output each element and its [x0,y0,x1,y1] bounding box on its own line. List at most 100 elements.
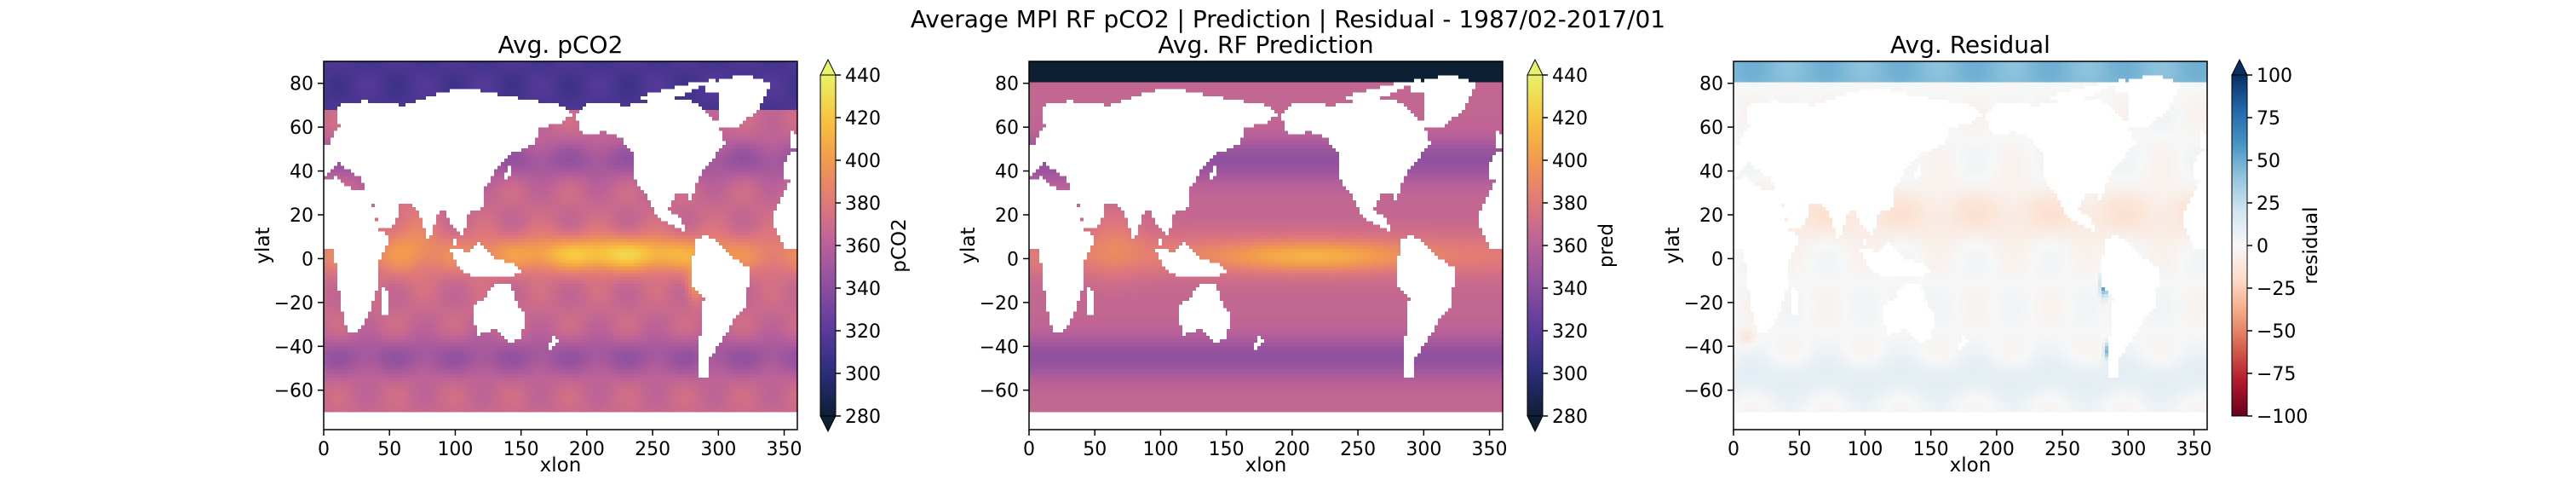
x-tick-label: 250 [2044,439,2080,460]
y-tick-label: 80 [995,74,1019,95]
colorbar-tick-label: 300 [845,364,881,385]
colorbar-tick-label: 420 [845,108,881,130]
colorbar [820,75,836,416]
x-tick-label: 200 [1274,439,1310,460]
x-axis-label: xlon [1245,454,1287,477]
y-tick-label: −60 [1684,381,1723,402]
colorbar-tick-label: 440 [1552,66,1588,87]
colorbar [2232,75,2247,416]
colorbar-tick-label: 280 [1552,407,1588,428]
colorbar-tick-label: 50 [2257,151,2280,172]
x-tick-label: 150 [503,439,539,460]
colorbar-tick-label: −100 [2257,407,2308,428]
figure-suptitle: Average MPI RF pCO2 | Prediction | Resid… [911,5,1665,33]
colorbar-extend-max [819,58,837,76]
x-tick-label: 50 [1787,439,1811,460]
heatmap-raster [1734,61,2207,430]
colorbar-tick-label: 280 [845,407,881,428]
colorbar-tick-label: 0 [2257,236,2268,257]
y-tick-label: 20 [995,205,1019,227]
x-tick-label: 300 [2110,439,2146,460]
x-tick-label: 250 [635,439,670,460]
colorbar-tick-label: 300 [1552,364,1588,385]
colorbar-extend-max [2231,58,2248,76]
colorbar-label: residual [2300,206,2322,284]
x-tick-label: 300 [1406,439,1441,460]
x-tick-label: 150 [1209,439,1245,460]
colorbar-tick-label: 400 [845,151,881,172]
y-tick-label: −20 [980,293,1019,315]
x-tick-label: 50 [377,439,401,460]
plot-frame [1733,61,2208,430]
heatmap-raster [324,61,797,430]
x-tick-label: 350 [1472,439,1508,460]
y-tick-label: 0 [302,249,313,270]
colorbar [1527,75,1543,416]
x-tick-label: 0 [318,439,330,460]
colorbar-label: pred [1596,223,1618,268]
y-tick-label: −40 [1684,337,1723,358]
y-tick-label: −20 [1684,293,1723,315]
x-tick-label: 200 [569,439,605,460]
x-axis-label: xlon [1950,454,1992,477]
x-tick-label: 150 [1913,439,1949,460]
colorbar-tick-label: −75 [2257,364,2296,385]
colorbar-tick-label: 75 [2257,108,2280,130]
y-axis-label: ylat [252,227,274,263]
y-tick-label: 60 [995,118,1019,139]
y-tick-label: −40 [274,337,313,358]
chart-title: Avg. RF Prediction [1158,31,1373,59]
colorbar-tick-label: 400 [1552,151,1588,172]
y-tick-label: 0 [1711,249,1723,270]
y-tick-label: −60 [980,381,1019,402]
x-tick-label: 0 [1023,439,1035,460]
colorbar-tick-label: 360 [1552,236,1588,257]
y-tick-label: 0 [1007,249,1019,270]
colorbar-tick-label: 340 [845,279,881,300]
x-tick-label: 350 [2176,439,2212,460]
x-tick-label: 0 [1728,439,1739,460]
y-tick-label: 40 [995,162,1019,183]
colorbar-extend-min [819,415,837,433]
colorbar-label: pCO2 [888,218,911,272]
colorbar-tick-label: 380 [1552,194,1588,215]
colorbar-tick-label: 25 [2257,194,2280,215]
y-tick-label: −60 [274,381,313,402]
x-tick-label: 100 [1847,439,1883,460]
x-tick-label: 100 [1142,439,1178,460]
y-tick-label: 20 [1699,205,1723,227]
colorbar-tick-label: 320 [1552,321,1588,343]
colorbar-tick-label: 360 [845,236,881,257]
y-tick-label: −40 [980,337,1019,358]
y-tick-label: 60 [290,118,313,139]
plot-frame [1028,61,1504,430]
colorbar-tick-label: 320 [845,321,881,343]
y-axis-label: ylat [1662,227,1684,263]
y-tick-label: 40 [1699,162,1723,183]
x-tick-label: 50 [1083,439,1107,460]
y-axis-label: ylat [957,227,980,263]
colorbar-tick-label: 100 [2257,66,2292,87]
x-tick-label: 250 [1340,439,1376,460]
colorbar-tick-label: 420 [1552,108,1588,130]
y-tick-label: 80 [290,74,313,95]
heatmap-raster [1029,61,1503,430]
chart-title: Avg. pCO2 [498,31,624,59]
colorbar-tick-label: −50 [2257,321,2296,343]
plot-frame [323,61,798,430]
colorbar-extend-max [1527,58,1544,76]
y-tick-label: 40 [290,162,313,183]
colorbar-tick-label: 380 [845,194,881,215]
colorbar-tick-label: 340 [1552,279,1588,300]
x-tick-label: 300 [700,439,736,460]
colorbar-tick-label: −25 [2257,279,2296,300]
colorbar-tick-label: 440 [845,66,881,87]
x-tick-label: 100 [437,439,473,460]
y-tick-label: 60 [1699,118,1723,139]
x-tick-label: 350 [767,439,802,460]
